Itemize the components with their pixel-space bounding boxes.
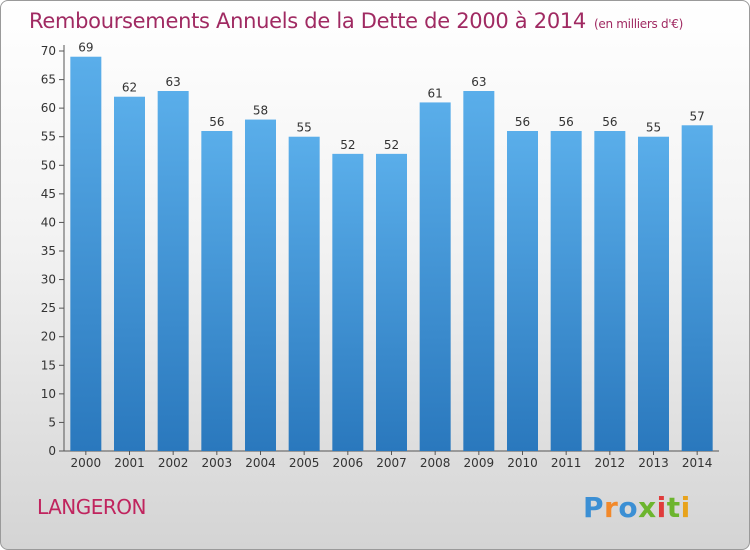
logo-letter: o (618, 491, 639, 524)
unit-note: (en milliers d'€) (594, 17, 684, 31)
bar-value-label: 56 (602, 115, 617, 129)
bar (419, 102, 451, 451)
bar (201, 131, 233, 451)
bar-value-label: 55 (297, 121, 312, 135)
bar (157, 91, 189, 451)
y-tick-label: 60 (41, 101, 56, 115)
logo-letter: P (583, 491, 605, 524)
chart-bars: 69 62 63 56 58 55 52 52 61 63 56 56 56 55 57 (70, 41, 713, 452)
bar (114, 96, 145, 451)
x-tick-label: 2005 (289, 456, 320, 470)
y-tick-label: 20 (41, 330, 56, 344)
y-tick-label: 5 (48, 415, 56, 429)
x-tick-label: 2014 (682, 456, 713, 470)
bar-value-label: 61 (428, 86, 443, 100)
bar (245, 119, 276, 452)
chart-title-text: Remboursements Annuels de la Dette de 20… (29, 9, 586, 33)
logo-letter: i (656, 491, 667, 524)
bar (550, 131, 582, 451)
x-tick-label: 2013 (638, 456, 669, 470)
bar (507, 131, 538, 451)
bar-value-label: 62 (122, 81, 137, 95)
bar-value-label: 63 (471, 75, 486, 89)
y-tick-label: 25 (41, 301, 56, 315)
y-tick-label: 50 (41, 158, 56, 172)
x-tick-label: 2011 (551, 456, 582, 470)
bar (376, 153, 407, 451)
logo-letter: r (604, 491, 619, 524)
bar (332, 153, 364, 451)
y-tick-label: 70 (41, 44, 56, 58)
bar-value-label: 55 (646, 121, 661, 135)
bar-value-label: 52 (384, 138, 399, 152)
x-tick-label: 2001 (114, 456, 145, 470)
bar (638, 136, 669, 451)
x-tick-label: 2009 (464, 456, 495, 470)
x-tick-label: 2010 (507, 456, 538, 470)
bar-value-label: 63 (166, 75, 181, 89)
chart-axes: 0 5 10 15 20 25 30 35 40 45 50 55 60 65 70 2000 2001 2002… (41, 44, 719, 470)
bar-value-label: 52 (340, 138, 355, 152)
bar (594, 131, 626, 451)
bar-value-label: 58 (253, 104, 268, 118)
y-tick-label: 15 (41, 358, 56, 372)
x-tick-label: 2002 (158, 456, 189, 470)
x-tick-label: 2008 (420, 456, 451, 470)
logo-letter: x (638, 491, 657, 524)
x-tick-label: 2006 (333, 456, 364, 470)
bar (463, 91, 495, 451)
y-tick-label: 0 (48, 444, 56, 458)
bar (288, 136, 320, 451)
logo-letter: i (680, 491, 691, 524)
bar-value-label: 69 (78, 41, 93, 55)
x-tick-label: 2012 (595, 456, 626, 470)
x-tick-label: 2000 (71, 456, 102, 470)
bar-value-label: 56 (209, 115, 224, 129)
y-tick-label: 10 (41, 387, 56, 401)
bar (70, 56, 102, 451)
logo-letter: t (666, 491, 681, 524)
y-tick-label: 45 (41, 187, 56, 201)
bar-value-label: 57 (690, 109, 705, 123)
chart-title: Remboursements Annuels de la Dette de 20… (29, 9, 683, 33)
x-tick-label: 2003 (202, 456, 233, 470)
x-tick-label: 2004 (245, 456, 276, 470)
bar-value-label: 56 (559, 115, 574, 129)
y-tick-label: 40 (41, 215, 56, 229)
y-tick-label: 35 (41, 244, 56, 258)
y-tick-label: 30 (41, 273, 56, 287)
y-tick-label: 65 (41, 73, 56, 87)
proxiti-logo: Proxiti (583, 491, 691, 524)
bar-value-label: 56 (515, 115, 530, 129)
x-tick-label: 2007 (376, 456, 407, 470)
commune-name: LANGERON (37, 495, 146, 519)
y-tick-label: 55 (41, 130, 56, 144)
bar (681, 125, 713, 452)
